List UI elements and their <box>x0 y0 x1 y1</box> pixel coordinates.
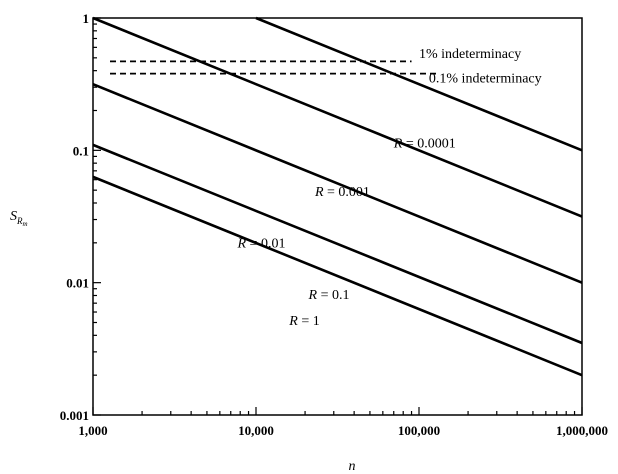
series-line <box>255 16 583 152</box>
axis-ticks-group: 1,000 10,000 100,000 1,000,000 1 0.1 0.01 0.001 <box>60 11 608 438</box>
series-line <box>92 143 583 345</box>
y-axis-title-main: S <box>10 209 17 224</box>
series-label: R = 1 <box>288 314 319 329</box>
y-tick-label: 0.1 <box>73 143 89 158</box>
y-axis-title-subsub: m <box>23 220 28 228</box>
series-label: R = 0.0001 <box>393 137 456 152</box>
series-line <box>92 16 583 218</box>
series-line <box>92 175 583 377</box>
series-label: R = 0.001 <box>314 185 370 200</box>
x-tick-label: 10,000 <box>238 423 274 438</box>
series-line <box>92 83 583 284</box>
y-axis-title-sub: R <box>16 216 23 226</box>
y-tick-label: 1 <box>83 11 90 26</box>
reference-line-label: 1% indeterminacy <box>419 47 521 62</box>
y-axis-title: SRm <box>10 209 28 228</box>
reference-lines-group <box>110 60 438 75</box>
series-label: R = 0.1 <box>308 288 350 303</box>
series-label: R = 0.01 <box>236 236 285 251</box>
x-tick-label: 1,000 <box>78 423 107 438</box>
x-tick-label: 1,000,000 <box>556 423 608 438</box>
x-axis-title: n <box>349 459 356 474</box>
labels-group: R = 0.0001 R = 0.001 R = 0.01 R = 0.1 R = 1 1… <box>236 47 541 329</box>
reference-line-label: 0.1% indeterminacy <box>429 72 542 87</box>
series-group <box>92 16 583 377</box>
x-tick-label: 100,000 <box>398 423 440 438</box>
y-tick-label: 0.001 <box>60 408 89 423</box>
y-tick-label: 0.01 <box>66 276 89 291</box>
